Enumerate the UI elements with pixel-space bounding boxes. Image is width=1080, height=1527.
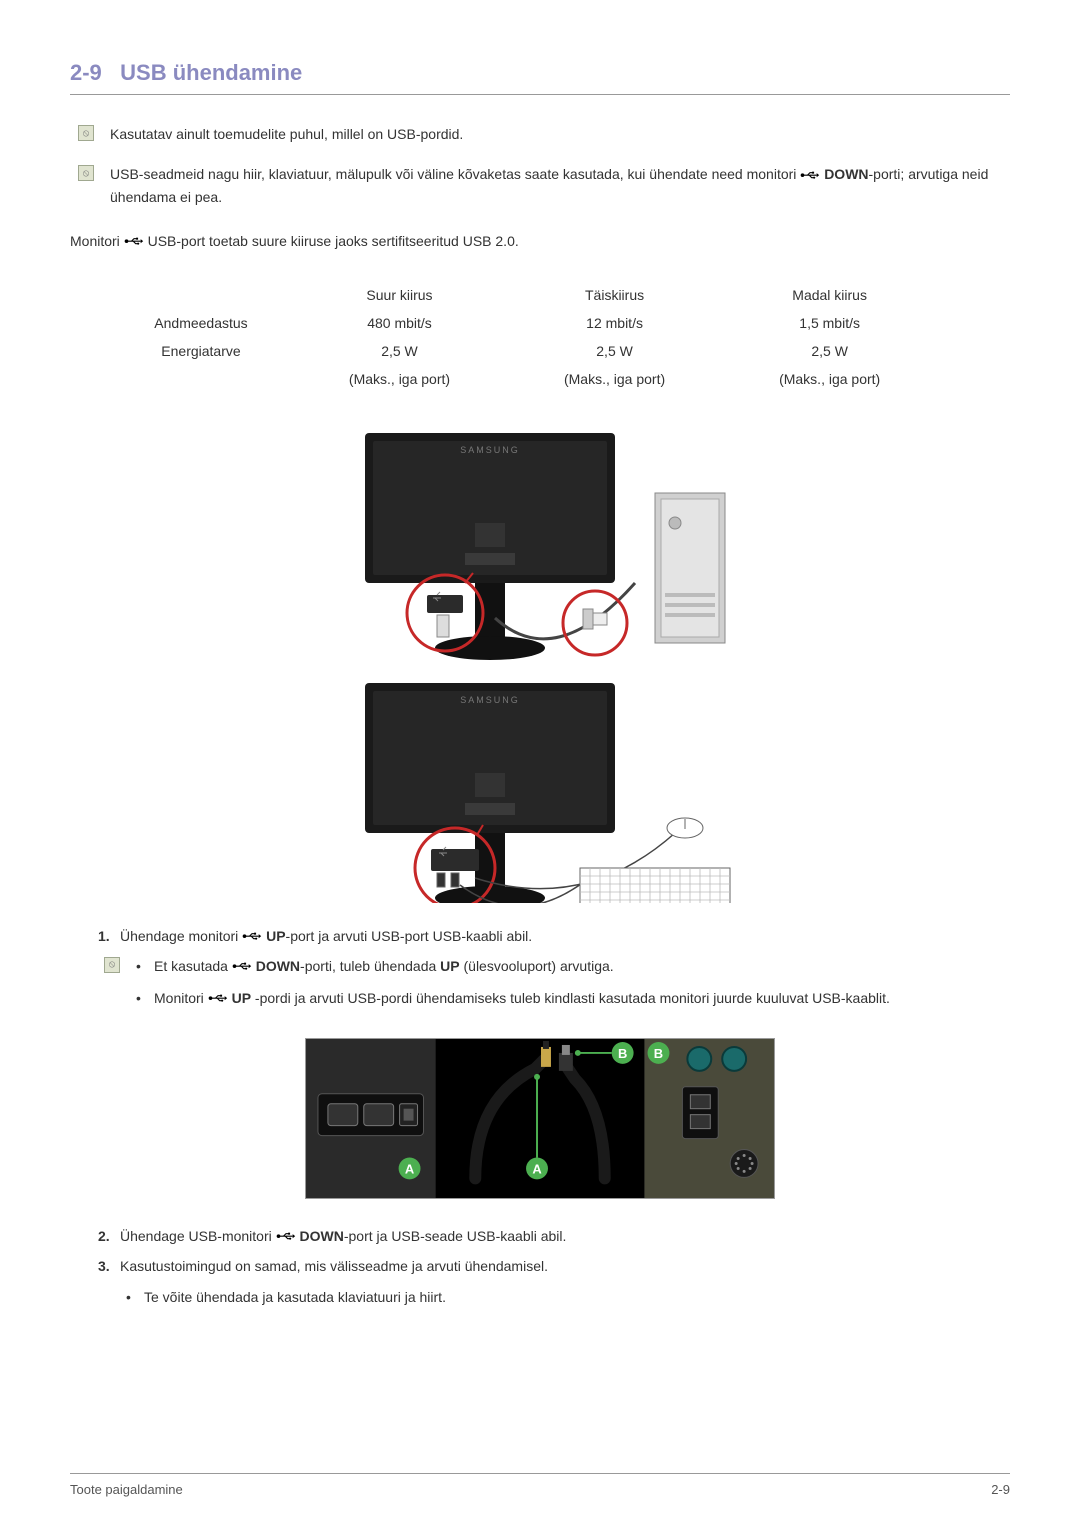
bold-label: DOWN	[256, 958, 300, 974]
usb-icon	[800, 171, 820, 179]
step-list: 1. Ühendage monitori UP-port ja arvuti U…	[98, 925, 1010, 947]
step-number: 3.	[98, 1255, 120, 1277]
list-item: 3. Kasutustoimingud on samad, mis väliss…	[98, 1255, 1010, 1277]
sub-list-item: Monitori UP -pordi ja arvuti USB-pordi ü…	[136, 987, 1010, 1009]
bold-label: UP	[266, 928, 285, 944]
section-number: 2-9	[70, 60, 102, 85]
text-fragment: -pordi ja arvuti USB-pordi ühendamiseks …	[251, 990, 890, 1006]
table-cell: 480 mbit/s	[292, 309, 507, 337]
sub-list-item: Te võite ühendada ja kasutada klaviatuur…	[126, 1286, 1010, 1308]
usb-icon	[242, 932, 262, 940]
table-row: Suur kiirus Täiskiirus Madal kiirus	[110, 281, 937, 309]
text-fragment: Ühendage USB-monitori	[120, 1228, 276, 1244]
label-b: B	[654, 1046, 663, 1061]
section-heading: 2-9 USB ühendamine	[70, 60, 1010, 95]
text-fragment: USB-port toetab suure kiiruse jaoks sert…	[148, 233, 519, 249]
label-b: B	[618, 1046, 627, 1061]
bold-label: UP	[232, 990, 251, 1006]
info-icon: ⦸	[78, 165, 94, 181]
cable-diagram: A A B B	[305, 1038, 775, 1199]
text-fragment: USB-seadmeid nagu hiir, klaviatuur, mälu…	[110, 166, 800, 182]
label-a: A	[532, 1161, 541, 1176]
table-row: Energiatarve 2,5 W 2,5 W 2,5 W	[110, 337, 937, 365]
table-header: Täiskiirus	[507, 281, 722, 309]
info-icon: ⦸	[78, 125, 94, 141]
text-fragment: Et kasutada	[154, 958, 232, 974]
step-text: Ühendage monitori UP-port ja arvuti USB-…	[120, 925, 532, 947]
sub-list-item: Et kasutada DOWN-porti, tuleb ühendada U…	[136, 955, 1010, 977]
step-text: Ühendage USB-monitori DOWN-port ja USB-s…	[120, 1225, 566, 1247]
table-row: (Maks., iga port) (Maks., iga port) (Mak…	[110, 365, 937, 393]
text-fragment: Monitori	[70, 233, 124, 249]
page-footer: Toote paigaldamine 2-9	[70, 1473, 1010, 1497]
bold-label: UP	[440, 958, 459, 974]
usb-icon	[276, 1232, 296, 1240]
list-item: 1. Ühendage monitori UP-port ja arvuti U…	[98, 925, 1010, 947]
footer-right: 2-9	[991, 1482, 1010, 1497]
step-number: 2.	[98, 1225, 120, 1247]
text-fragment: Ühendage monitori	[120, 928, 242, 944]
bold-label: DOWN	[300, 1228, 344, 1244]
table-cell: 2,5 W	[507, 337, 722, 365]
footer-left: Toote paigaldamine	[70, 1482, 183, 1497]
sub-bullet-list: Te võite ühendada ja kasutada klaviatuur…	[126, 1286, 1010, 1308]
note-row: ⦸ USB-seadmeid nagu hiir, klaviatuur, mä…	[78, 163, 1010, 208]
note-text: USB-seadmeid nagu hiir, klaviatuur, mälu…	[110, 163, 1010, 208]
table-cell: 2,5 W	[722, 337, 937, 365]
step-text: Kasutustoimingud on samad, mis välissead…	[120, 1255, 548, 1277]
table-header	[110, 281, 292, 309]
usb-icon	[124, 237, 144, 245]
text-fragment: -porti, tuleb ühendada	[300, 958, 440, 974]
table-header: Madal kiirus	[722, 281, 937, 309]
brand-text: SAMSUNG	[460, 445, 520, 455]
info-icon: ⦸	[104, 957, 120, 973]
table-cell: Energiatarve	[110, 337, 292, 365]
brand-text: SAMSUNG	[460, 695, 520, 705]
text-fragment: -port ja USB-seade USB-kaabli abil.	[344, 1228, 567, 1244]
text-fragment: Monitori	[154, 990, 208, 1006]
bold-label: DOWN	[824, 166, 868, 182]
body-paragraph: Monitori USB-port toetab suure kiiruse j…	[70, 230, 1010, 252]
table-cell: (Maks., iga port)	[292, 365, 507, 393]
section-title-text: USB ühendamine	[120, 60, 302, 85]
text-fragment: -port ja arvuti USB-port USB-kaabli abil…	[286, 928, 533, 944]
text-fragment: (ülesvooluport) arvutiga.	[460, 958, 614, 974]
usb-icon	[208, 994, 228, 1002]
usb-icon	[232, 962, 252, 970]
table-cell	[110, 365, 292, 393]
table-cell: (Maks., iga port)	[507, 365, 722, 393]
connection-diagram: SAMSUNG SAMSUNG	[325, 423, 755, 903]
sub-note: ⦸ Et kasutada DOWN-porti, tuleb ühendada…	[104, 955, 1010, 1020]
table-cell: (Maks., iga port)	[722, 365, 937, 393]
label-a: A	[405, 1161, 414, 1176]
table-header: Suur kiirus	[292, 281, 507, 309]
note-row: ⦸ Kasutatav ainult toemudelite puhul, mi…	[78, 123, 1010, 145]
table-cell: Andmeedastus	[110, 309, 292, 337]
note-text: Kasutatav ainult toemudelite puhul, mill…	[110, 123, 1010, 145]
step-number: 1.	[98, 925, 120, 947]
spec-table: Suur kiirus Täiskiirus Madal kiirus Andm…	[110, 281, 937, 393]
table-cell: 12 mbit/s	[507, 309, 722, 337]
step-list: 2. Ühendage USB-monitori DOWN-port ja US…	[98, 1225, 1010, 1278]
table-cell: 1,5 mbit/s	[722, 309, 937, 337]
table-cell: 2,5 W	[292, 337, 507, 365]
list-item: 2. Ühendage USB-monitori DOWN-port ja US…	[98, 1225, 1010, 1247]
table-row: Andmeedastus 480 mbit/s 12 mbit/s 1,5 mb…	[110, 309, 937, 337]
